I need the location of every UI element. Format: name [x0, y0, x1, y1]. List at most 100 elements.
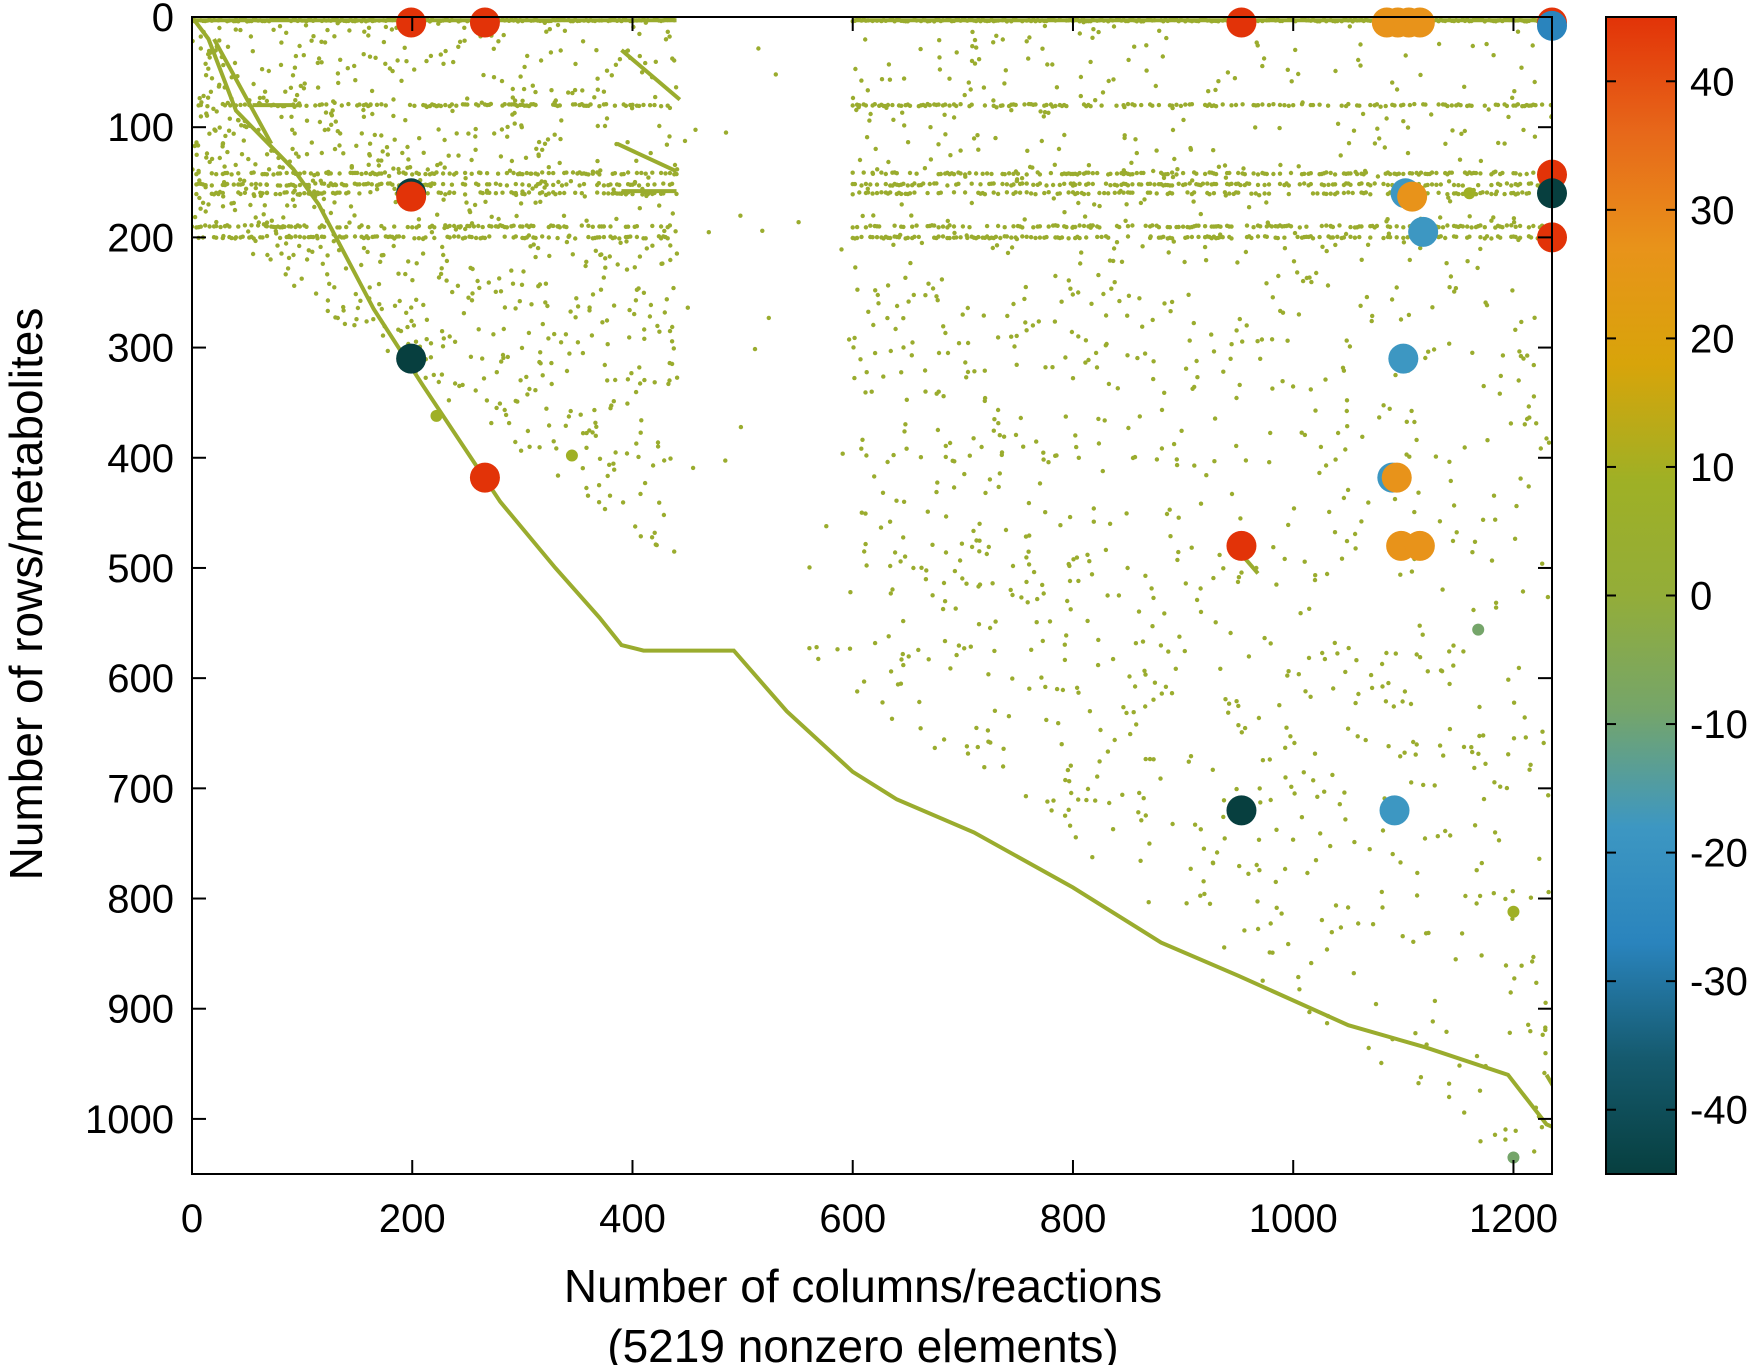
- nonzero-entry: [207, 55, 212, 60]
- band-entry: [564, 170, 569, 175]
- nonzero-entry: [634, 441, 639, 446]
- nonzero-entry: [315, 85, 321, 90]
- nonzero-entry: [1078, 74, 1084, 80]
- nonzero-entry: [454, 131, 459, 136]
- nonzero-entry: [239, 152, 245, 157]
- nonzero-entry: [293, 53, 299, 59]
- nonzero-entry: [424, 337, 429, 342]
- nonzero-entry: [1478, 1139, 1483, 1144]
- nonzero-entry: [1322, 656, 1328, 662]
- nonzero-entry: [1296, 312, 1302, 317]
- band-entry: [863, 225, 869, 230]
- nonzero-entry: [374, 187, 380, 192]
- nonzero-entry: [562, 28, 568, 33]
- nonzero-entry: [894, 303, 900, 309]
- nonzero-entry: [970, 44, 975, 49]
- nonzero-entry: [539, 179, 544, 184]
- nonzero-entry: [355, 305, 361, 311]
- band-entry: [1394, 235, 1399, 240]
- band-entry: [454, 170, 459, 176]
- nonzero-entry: [1268, 430, 1273, 436]
- nonzero-entry: [860, 437, 865, 442]
- band-entry: [513, 181, 518, 187]
- band-entry: [1387, 235, 1393, 240]
- nonzero-entry: [1415, 870, 1420, 876]
- nonzero-entry: [1159, 407, 1165, 413]
- nonzero-entry: [1448, 274, 1454, 279]
- nonzero-entry: [1018, 415, 1023, 421]
- band-entry: [1531, 170, 1536, 175]
- nonzero-entry: [1118, 188, 1123, 194]
- nonzero-entry: [1257, 786, 1262, 791]
- nonzero-entry: [1351, 971, 1357, 976]
- nonzero-entry: [1320, 244, 1325, 249]
- nonzero-entry: [1063, 414, 1069, 419]
- nonzero-entry: [1402, 689, 1408, 694]
- nonzero-entry: [1172, 156, 1177, 162]
- nonzero-entry: [1324, 1021, 1330, 1026]
- nonzero-entry: [653, 59, 658, 64]
- nonzero-entry: [383, 24, 389, 30]
- nonzero-entry: [930, 593, 935, 598]
- nonzero-entry: [195, 143, 201, 148]
- nonzero-entry: [1353, 169, 1358, 175]
- band-entry: [1526, 190, 1532, 196]
- nonzero-entry: [1041, 114, 1047, 119]
- nonzero-entry: [1110, 656, 1116, 662]
- nonzero-entry: [1151, 757, 1156, 762]
- nonzero-entry: [315, 191, 321, 197]
- nonzero-entry: [1472, 539, 1478, 544]
- nonzero-entry: [447, 190, 452, 196]
- nonzero-entry: [924, 568, 929, 573]
- nonzero-entry: [865, 186, 870, 191]
- band-entry: [643, 236, 648, 241]
- nonzero-entry: [990, 581, 995, 586]
- nonzero-entry: [1512, 536, 1518, 541]
- nonzero-entry: [1115, 386, 1121, 391]
- band-entry: [647, 103, 653, 108]
- nonzero-entry: [233, 236, 238, 241]
- nonzero-entry: [1436, 41, 1442, 47]
- nonzero-entry: [319, 60, 324, 65]
- nonzero-entry: [991, 40, 996, 45]
- nonzero-entry: [655, 444, 661, 449]
- nonzero-entry: [1211, 148, 1216, 153]
- nonzero-entry: [649, 535, 655, 540]
- nonzero-entry: [953, 606, 958, 611]
- nonzero-entry: [1506, 677, 1511, 682]
- band-entry: [1335, 190, 1340, 195]
- band-entry: [1282, 103, 1287, 108]
- band-entry: [1310, 191, 1316, 196]
- value-marker: [1463, 187, 1476, 200]
- nonzero-entry: [773, 72, 778, 77]
- band-entry: [500, 190, 505, 195]
- value-marker: [1507, 1151, 1520, 1164]
- nonzero-entry: [1526, 404, 1532, 409]
- nonzero-entry: [1451, 663, 1456, 668]
- nonzero-entry: [252, 193, 257, 199]
- nonzero-entry: [1065, 767, 1071, 773]
- nonzero-entry: [1134, 722, 1139, 727]
- nonzero-entry: [1009, 334, 1014, 339]
- nonzero-entry: [1418, 72, 1423, 78]
- nonzero-entry: [246, 156, 251, 162]
- nonzero-entry: [864, 370, 869, 375]
- nonzero-entry: [262, 203, 267, 208]
- band-entry: [658, 224, 664, 229]
- nonzero-entry: [520, 98, 525, 104]
- nonzero-entry: [380, 333, 386, 338]
- nonzero-entry: [283, 241, 289, 246]
- nonzero-entry: [667, 328, 673, 334]
- nonzero-entry: [858, 357, 863, 362]
- nonzero-entry: [1452, 289, 1457, 294]
- band-entry: [1174, 172, 1179, 177]
- nonzero-entry: [525, 428, 531, 434]
- nonzero-entry: [1532, 1149, 1537, 1154]
- nonzero-entry: [268, 257, 273, 262]
- band-entry: [1150, 223, 1155, 228]
- nonzero-entry: [578, 412, 583, 417]
- nonzero-entry: [1095, 774, 1100, 779]
- band-entry: [1139, 182, 1144, 187]
- nonzero-entry: [976, 622, 982, 627]
